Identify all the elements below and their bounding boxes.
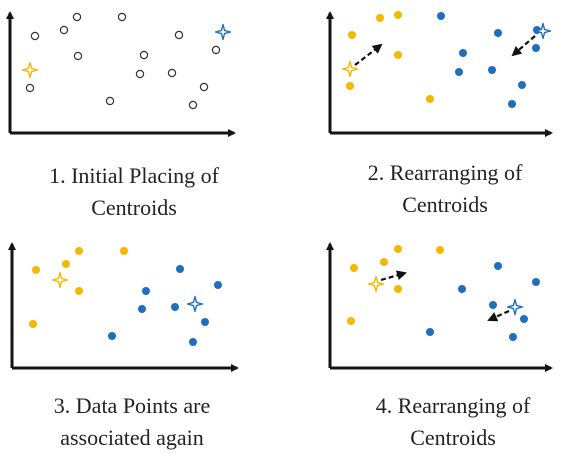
data-point-blue — [108, 332, 116, 340]
centroid-move-arrow — [380, 270, 407, 282]
data-point-unassigned — [199, 82, 209, 92]
data-point-unassigned — [167, 68, 177, 78]
data-point-yellow — [394, 285, 402, 293]
data-point-unassigned — [117, 12, 127, 22]
data-point-yellow — [376, 14, 384, 22]
data-point-yellow — [347, 317, 355, 325]
centroid-move-arrow — [354, 43, 383, 66]
data-point-unassigned — [188, 100, 198, 110]
data-point-blue — [459, 49, 467, 57]
data-point-yellow — [436, 246, 444, 254]
data-point-blue — [518, 81, 526, 89]
data-point-unassigned — [174, 30, 184, 40]
axes-panel-2 — [326, 11, 553, 137]
centroid-move-arrow — [511, 35, 536, 57]
data-point-blue — [489, 301, 497, 309]
caption-line-1: 3. Data Points are — [53, 393, 211, 418]
data-point-blue — [455, 68, 463, 76]
data-point-yellow — [426, 95, 434, 103]
data-point-blue — [142, 287, 150, 295]
data-point-yellow — [346, 82, 354, 90]
caption-line-2: Centroids — [402, 192, 488, 217]
data-point-blue — [214, 281, 222, 289]
data-point-blue — [532, 44, 540, 52]
data-point-yellow — [380, 258, 388, 266]
caption-line-1: 4. Rearranging of — [375, 393, 531, 418]
data-point-yellow — [394, 245, 402, 253]
data-point-yellow — [394, 51, 402, 59]
data-point-unassigned — [72, 12, 82, 22]
data-point-blue — [176, 265, 184, 273]
data-point-blue — [508, 100, 516, 108]
data-point-unassigned — [105, 96, 115, 106]
data-point-yellow — [29, 320, 37, 328]
caption-line-2: Centroids — [91, 195, 177, 220]
data-point-blue — [488, 66, 496, 74]
data-point-unassigned — [139, 50, 149, 60]
data-point-unassigned — [73, 51, 83, 61]
caption-panel-3: 3. Data Points are associated again — [2, 390, 262, 454]
data-point-yellow — [394, 11, 402, 19]
data-point-yellow — [32, 266, 40, 274]
data-point-unassigned — [211, 45, 221, 55]
data-point-blue — [494, 262, 502, 270]
data-point-blue — [437, 12, 445, 20]
centroid-yellow-icon — [367, 275, 385, 293]
caption-panel-4: 4. Rearranging of Centroids — [323, 390, 562, 454]
centroid-blue-icon — [534, 22, 552, 40]
data-point-unassigned — [59, 25, 69, 35]
data-point-yellow — [75, 247, 83, 255]
data-point-yellow — [348, 31, 356, 39]
axes-panel-1 — [6, 11, 236, 137]
data-point-blue — [171, 303, 179, 311]
data-point-blue — [189, 338, 197, 346]
centroid-blue-icon — [214, 23, 232, 41]
caption-line-2: associated again — [60, 425, 204, 450]
data-point-unassigned — [135, 69, 145, 79]
caption-panel-2: 2. Rearranging of Centroids — [315, 157, 562, 221]
centroid-yellow-icon — [21, 61, 39, 79]
axes-panel-4 — [326, 242, 553, 372]
data-point-yellow — [120, 247, 128, 255]
data-point-blue — [520, 315, 528, 323]
axes-panel-3 — [8, 242, 239, 372]
data-point-yellow — [75, 287, 83, 295]
data-point-unassigned — [25, 83, 35, 93]
data-point-blue — [458, 285, 466, 293]
data-point-blue — [494, 29, 502, 37]
data-point-unassigned — [30, 31, 40, 41]
centroid-yellow-icon — [341, 60, 359, 78]
caption-line-1: 1. Initial Placing of — [49, 163, 219, 188]
caption-panel-1: 1. Initial Placing of Centroids — [4, 160, 264, 224]
data-point-blue — [426, 328, 434, 336]
data-point-blue — [138, 305, 146, 313]
data-point-yellow — [62, 260, 70, 268]
centroid-move-arrow — [487, 309, 510, 322]
caption-line-2: Centroids — [410, 425, 496, 450]
data-point-blue — [509, 333, 517, 341]
data-point-yellow — [350, 264, 358, 272]
centroid-blue-icon — [506, 298, 524, 316]
centroid-blue-icon — [186, 295, 204, 313]
data-point-blue — [201, 318, 209, 326]
centroid-yellow-icon — [51, 271, 69, 289]
caption-line-1: 2. Rearranging of — [367, 160, 523, 185]
data-point-blue — [532, 278, 540, 286]
